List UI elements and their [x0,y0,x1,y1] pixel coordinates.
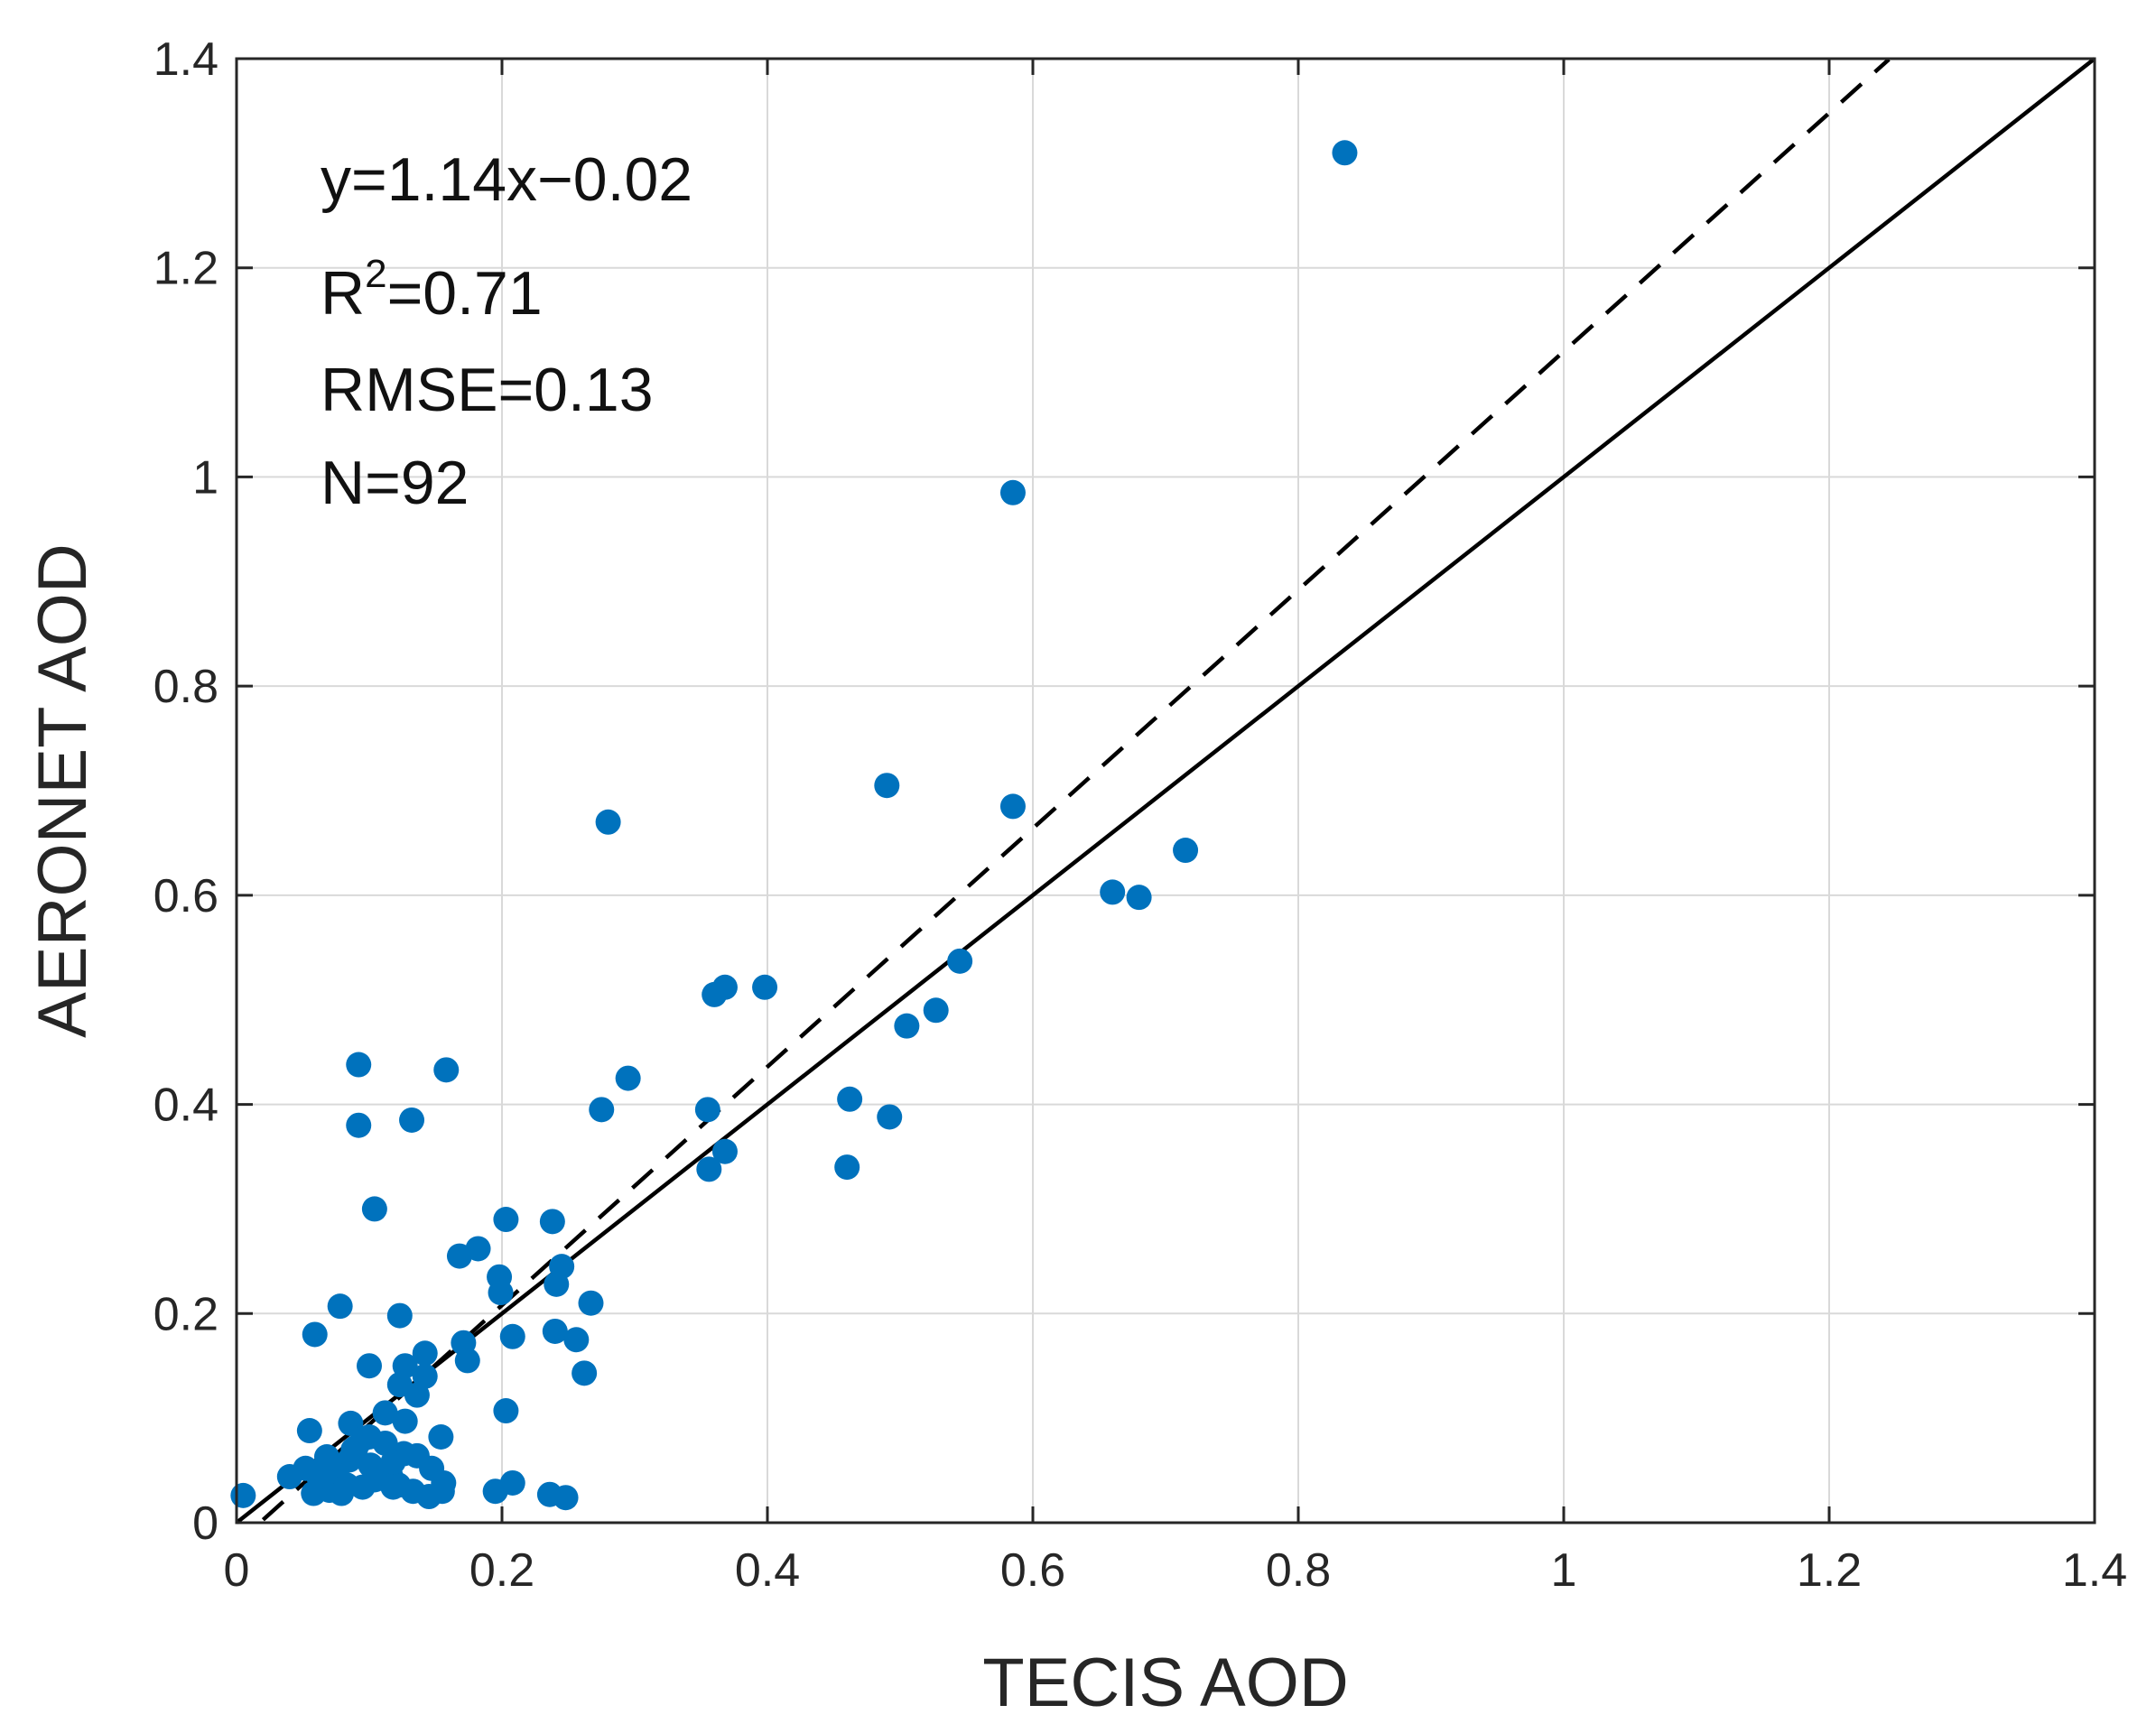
data-point [595,809,621,835]
x-tick-label: 0.4 [735,1544,800,1597]
data-point [834,1154,860,1181]
data-point [349,1474,376,1500]
data-point [302,1321,328,1348]
data-point [392,1408,418,1434]
plot-frame [235,57,2096,1524]
data-point [416,1484,442,1510]
data-point [702,981,728,1007]
data-point [380,1474,406,1500]
rmse: RMSE=0.13 [321,356,654,424]
data-point [313,1444,339,1470]
data-point [433,1057,460,1083]
axis-ticks: 0 0.2 0.4 0.6 0.8 1 1.2 1.4 0 0.2 0.4 0.6 0.8 1 1.2 1.4 [153,33,2127,1597]
r-squared-superscript: 2 [365,252,386,296]
data-point [493,1398,519,1424]
data-point [696,1156,722,1182]
data-point [428,1423,454,1450]
data-point [386,1302,413,1329]
data-point [1126,885,1152,911]
x-tick-label: 1.2 [1797,1544,1862,1597]
data-point [572,1360,598,1386]
y-tick-label: 1 [192,451,218,504]
y-tick-label: 0 [192,1497,218,1550]
data-point [230,1482,256,1508]
data-points [230,140,1358,1511]
data-point [563,1327,590,1353]
x-axis-title: TECIS AOD [982,1645,1348,1721]
y-axis-title: AERONET AOD [24,543,101,1038]
y-tick-label: 0.4 [153,1080,218,1132]
data-point [1100,879,1126,905]
data-point [589,1097,615,1123]
data-point [542,1318,568,1344]
data-point [877,1104,903,1130]
data-point [694,1097,720,1123]
data-point [999,479,1026,505]
data-point [296,1418,322,1444]
data-point [482,1478,508,1505]
r-squared-value: =0.71 [387,259,543,328]
y-tick-label: 0.2 [153,1288,218,1340]
data-point [357,1353,382,1379]
data-point [752,974,778,1000]
data-point [999,793,1026,820]
data-point [293,1455,319,1481]
data-point [412,1340,438,1367]
data-point [361,1196,387,1222]
regression-line [261,58,1891,1522]
data-point [327,1293,353,1320]
data-point [923,997,949,1024]
data-point [553,1485,579,1511]
data-point [615,1065,641,1091]
x-tick-label: 1 [1551,1544,1577,1597]
sample-count: N=92 [321,449,469,517]
data-point [874,773,900,799]
statistics-annotation: y=1.14x−0.02 R2=0.71 RMSE=0.13 N=92 [321,145,692,517]
data-point [894,1013,920,1039]
data-point [329,1480,355,1506]
data-point [412,1363,438,1389]
y-tick-label: 1.4 [153,33,218,86]
data-point [544,1271,570,1297]
y-tick-label: 0.6 [153,870,218,922]
data-point [499,1323,525,1349]
data-point [399,1107,425,1133]
y-tick-label: 1.2 [153,243,218,295]
data-point [539,1209,565,1235]
data-point [578,1290,604,1316]
data-point [346,1052,372,1078]
x-tick-label: 0.2 [469,1544,534,1597]
data-point [493,1207,519,1233]
data-point [346,1112,372,1138]
x-tick-label: 0.8 [1266,1544,1331,1597]
data-point [488,1280,514,1306]
data-point [947,948,973,974]
grid [237,59,2095,1523]
data-point [711,1138,738,1164]
x-tick-label: 1.4 [2062,1544,2127,1597]
data-point [380,1449,406,1475]
x-tick-label: 0 [224,1544,250,1597]
regression-equation: y=1.14x−0.02 [321,145,692,214]
x-tick-label: 0.6 [1000,1544,1065,1597]
data-point [1332,140,1358,166]
data-point [1173,838,1199,864]
data-point [465,1236,491,1262]
data-point [349,1426,376,1452]
y-tick-label: 0.8 [153,661,218,713]
data-point [454,1348,480,1374]
r-squared: R2=0.71 [321,252,543,328]
data-point [372,1400,398,1426]
r-squared-base: R [321,259,365,328]
data-point [837,1086,863,1112]
